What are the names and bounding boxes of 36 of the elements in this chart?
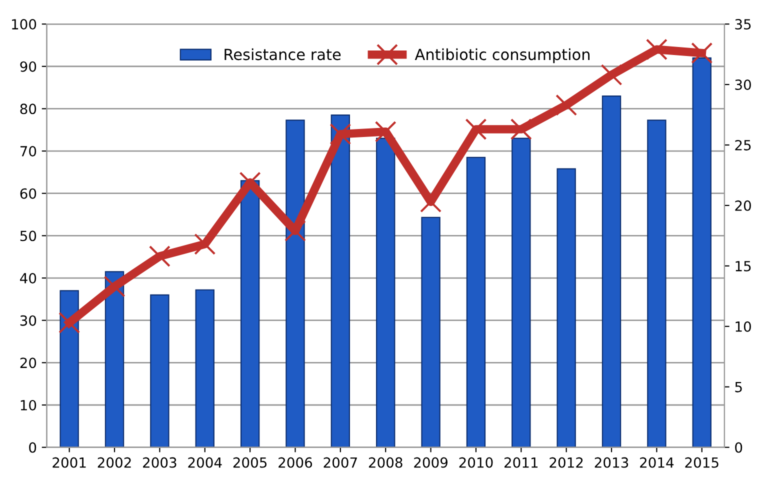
x-tick-label: 2001 bbox=[52, 457, 86, 468]
legend-label: Antibiotic consumption bbox=[414, 48, 590, 64]
y-tick-label: 100 bbox=[12, 19, 36, 30]
y-tick-label: 70 bbox=[20, 146, 36, 157]
y2-tick-label: 25 bbox=[735, 140, 751, 150]
x-tick-label: 2008 bbox=[368, 457, 402, 468]
x-tick-label: 2007 bbox=[324, 457, 357, 468]
y-tick-label: 10 bbox=[20, 400, 36, 410]
y-tick-label: 80 bbox=[20, 104, 36, 114]
y2-tick-label: 5 bbox=[735, 382, 742, 392]
x-tick-label: 2006 bbox=[278, 457, 312, 468]
x-tick-label: 2013 bbox=[594, 457, 628, 468]
x-tick-label: 2004 bbox=[188, 457, 222, 468]
x-tick-label: 2002 bbox=[98, 457, 131, 468]
x-tick-label: 2003 bbox=[143, 457, 176, 468]
y-tick-label: 30 bbox=[20, 315, 36, 326]
y-tick-label: 20 bbox=[20, 358, 36, 368]
y2-tick-label: 35 bbox=[735, 19, 751, 30]
x-tick-label: 2010 bbox=[459, 457, 493, 468]
x-tick-label: 2011 bbox=[504, 457, 538, 468]
y-tick-label: 90 bbox=[20, 61, 36, 72]
y2-tick-label: 15 bbox=[736, 261, 751, 272]
x-tick-label: 2009 bbox=[414, 457, 448, 468]
x-tick-label: 2014 bbox=[640, 457, 674, 468]
x-tick-label: 2012 bbox=[550, 457, 583, 468]
y2-tick-label: 30 bbox=[735, 79, 751, 90]
y-tick-label: 60 bbox=[20, 188, 36, 199]
y-tick-label: 40 bbox=[20, 272, 36, 284]
x-tick-label: 2005 bbox=[233, 457, 267, 468]
y-tick-label: 0 bbox=[29, 442, 36, 453]
y-tick-label: 50 bbox=[20, 230, 36, 242]
y2-tick-label: 10 bbox=[736, 321, 751, 332]
y2-tick-label: 0 bbox=[735, 442, 742, 453]
y2-tick-label: 20 bbox=[735, 200, 751, 211]
legend-label: Resistance rate bbox=[224, 48, 341, 60]
x-tick-label: 2015 bbox=[685, 457, 718, 468]
